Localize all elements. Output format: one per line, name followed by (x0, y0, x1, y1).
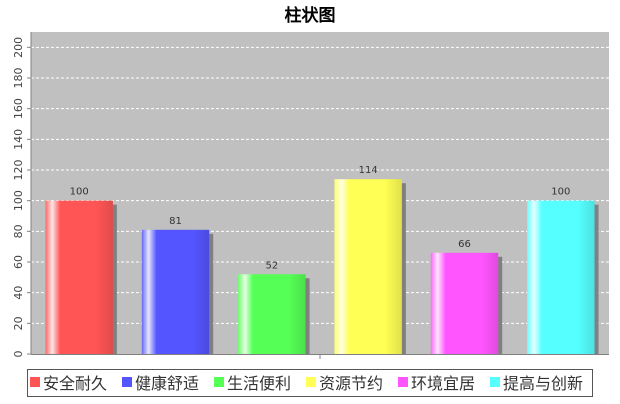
legend-label: 健康舒适 (135, 374, 199, 393)
data-label: 52 (265, 260, 278, 271)
y-tick-label: 100 (12, 190, 25, 211)
legend-swatch (490, 377, 500, 387)
plot-area (31, 32, 609, 354)
y-axis-ticks: 0 20 40 60 80 100 120 140 160 180 200 (12, 37, 31, 358)
bar (238, 274, 306, 354)
legend-label: 生活便利 (227, 374, 291, 393)
y-tick-label: 60 (12, 255, 25, 269)
legend: 安全耐久 健康舒适 生活便利 资源节约 环境宜居 提高与创新 (30, 374, 583, 393)
y-tick-label: 180 (12, 68, 25, 89)
data-label: 81 (169, 216, 182, 227)
bar (430, 252, 499, 354)
bars (45, 179, 599, 354)
bar (334, 179, 402, 354)
legend-swatch (122, 377, 132, 387)
y-tick-label: 40 (12, 286, 25, 300)
legend-label: 提高与创新 (503, 374, 583, 393)
bar (527, 200, 595, 354)
data-label: 100 (70, 187, 89, 198)
y-tick-label: 20 (12, 316, 25, 330)
legend-swatch (306, 377, 316, 387)
y-tick-label: 0 (12, 351, 25, 358)
y-tick-label: 140 (12, 129, 25, 150)
chart-title: 柱状图 (285, 5, 336, 26)
y-tick-label: 80 (12, 224, 25, 238)
bar (141, 229, 210, 354)
data-label: 114 (359, 165, 378, 176)
data-labels: 100 81 52 114 66 100 (70, 165, 571, 271)
bar (45, 200, 113, 354)
legend-swatch (30, 377, 40, 387)
data-label: 100 (551, 187, 570, 198)
legend-label: 安全耐久 (43, 374, 107, 393)
data-label: 66 (458, 239, 471, 250)
legend-label: 资源节约 (319, 374, 383, 393)
legend-label: 环境宜居 (411, 374, 475, 393)
legend-swatch (214, 377, 224, 387)
y-tick-label: 120 (12, 160, 25, 181)
grid-lines (31, 46, 609, 324)
y-tick-label: 200 (12, 37, 25, 58)
legend-swatch (398, 377, 408, 387)
y-tick-label: 160 (12, 98, 25, 119)
